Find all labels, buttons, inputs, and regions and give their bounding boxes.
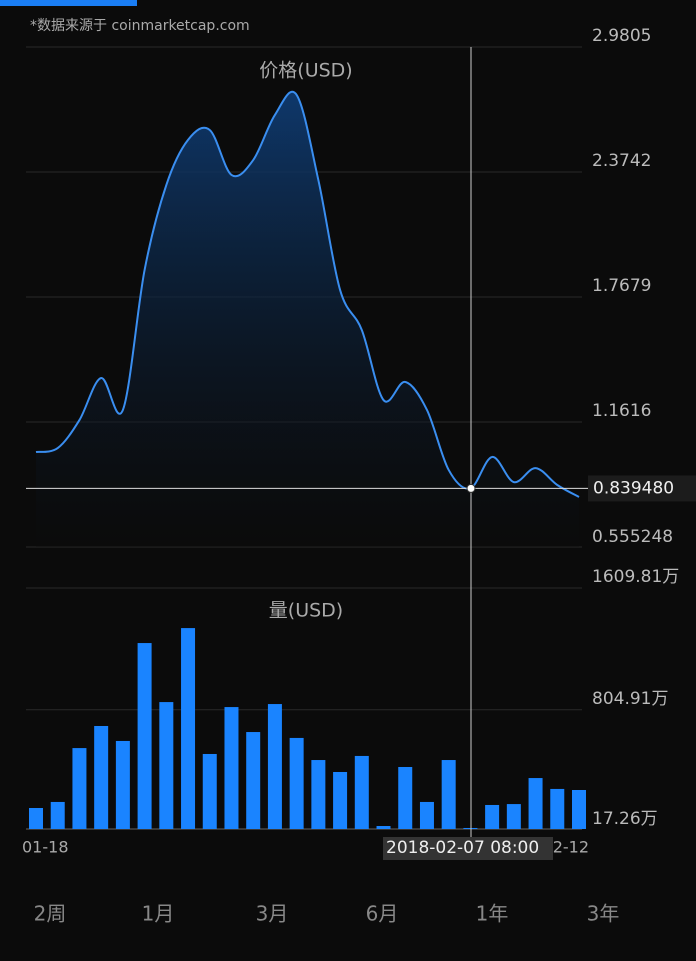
bar (572, 789, 586, 829)
tabs: 2周 1月 3月 6月 1年 3年 (34, 902, 620, 926)
bar (115, 740, 130, 829)
bar (137, 643, 152, 829)
y-tick-label: 2.3742 (592, 151, 651, 171)
crosshair-dot (466, 483, 476, 493)
bar (485, 804, 500, 829)
crosshair-value: 0.839480 (593, 478, 674, 498)
bar (333, 771, 348, 829)
bar (289, 737, 304, 829)
bar (311, 760, 326, 829)
bar (376, 826, 391, 829)
y-tick-label: 804.91万 (592, 689, 668, 709)
source: *数据来源于 coinmarketcap.com (30, 18, 250, 34)
date-label-bg (383, 837, 553, 860)
bar (202, 753, 217, 829)
tab[interactable]: 1月 (142, 902, 175, 926)
x-tick-label: 01-18 (22, 838, 69, 857)
y-tick-label: 17.26万 (592, 809, 658, 829)
y-tick-label: 1.1616 (592, 401, 651, 421)
price-line (35, 90, 580, 498)
bar (181, 628, 196, 829)
bar (419, 801, 434, 829)
tab[interactable]: 2周 (34, 902, 67, 926)
tab[interactable]: 3月 (256, 902, 289, 926)
bar (29, 808, 43, 829)
bar (441, 760, 456, 829)
active-indicator (0, 0, 137, 6)
y-tick-label: 1.7679 (592, 276, 651, 296)
y-tick-label: 0.555248 (592, 527, 673, 547)
bar (506, 804, 521, 829)
bar (246, 732, 261, 829)
y-tick-label: 2.9805 (592, 26, 651, 46)
bar (50, 801, 65, 829)
bar (550, 788, 565, 829)
crosshair-date: 2018-02-07 08:00 (386, 838, 539, 858)
tab[interactable]: 3年 (587, 902, 620, 926)
bar (267, 704, 282, 829)
tab[interactable]: 1年 (476, 902, 509, 926)
y-tick-label: 1609.81万 (592, 567, 679, 587)
x-tick-label: 2-12 (553, 838, 589, 857)
bar (398, 766, 413, 829)
bar (528, 778, 543, 829)
bar (72, 748, 87, 829)
area (36, 91, 579, 548)
tab[interactable]: 6月 (366, 902, 399, 926)
value-label-bg (588, 475, 696, 502)
bar (94, 725, 109, 829)
bar (354, 755, 369, 829)
chart-title: 价格(USD) (259, 60, 352, 82)
bar (463, 827, 478, 829)
bar (159, 702, 174, 829)
bar (224, 707, 239, 829)
chart-title: 量(USD) (269, 600, 343, 622)
